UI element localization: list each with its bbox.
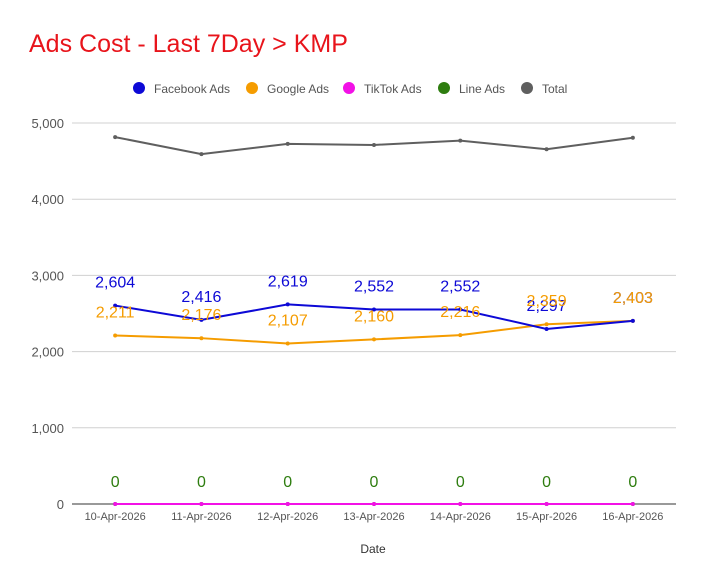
data-label: 2,552 — [440, 279, 480, 296]
y-tick-label: 0 — [57, 497, 64, 512]
y-tick-label: 4,000 — [31, 192, 64, 207]
legend-item-google-ads[interactable]: Google Ads — [246, 82, 329, 96]
data-point — [630, 502, 635, 506]
data-point — [372, 502, 376, 506]
data-label: 2,160 — [354, 308, 394, 325]
chart-title: Ads Cost - Last 7Day > KMP — [29, 30, 348, 58]
data-label: 2,176 — [181, 307, 221, 324]
data-labels: 2,604 2,416 2,619 2,552 2,552 2,297 2,403 2,211… — [95, 273, 653, 491]
legend-label: Line Ads — [459, 82, 505, 96]
data-point — [544, 322, 549, 327]
x-tick-label: 11-Apr-2026 — [171, 511, 231, 523]
legend-marker — [438, 82, 450, 94]
data-point — [458, 502, 463, 506]
data-label: 0 — [456, 474, 465, 491]
data-label: 0 — [370, 474, 379, 491]
data-point — [630, 318, 635, 323]
y-tick-label: 3,000 — [31, 268, 64, 283]
data-label: 2,552 — [354, 279, 394, 296]
data-point — [544, 502, 549, 506]
x-axis-ticks: 10-Apr-2026 11-Apr-2026 12-Apr-2026 13-Apr-… — [85, 511, 664, 523]
legend-marker — [343, 82, 355, 94]
data-point — [285, 302, 290, 307]
data-label: 2,619 — [268, 273, 308, 290]
data-label: 0 — [283, 474, 292, 491]
legend-item-line-ads[interactable]: Line Ads — [438, 82, 505, 96]
data-point — [199, 317, 204, 322]
data-point — [458, 307, 463, 312]
data-point — [372, 337, 376, 342]
legend-marker — [521, 82, 533, 94]
data-label: 2,216 — [440, 304, 480, 321]
data-point — [285, 502, 290, 506]
data-label: 2,416 — [181, 289, 221, 306]
data-point — [372, 142, 376, 147]
y-tick-label: 1,000 — [31, 421, 64, 436]
legend-item-tiktok-ads[interactable]: TikTok Ads — [343, 82, 422, 96]
legend-label: Facebook Ads — [154, 82, 230, 96]
x-tick-label: 16-Apr-2026 — [602, 511, 663, 523]
data-point — [285, 141, 290, 146]
data-label: 2,107 — [268, 312, 308, 329]
series-lines — [113, 135, 635, 506]
legend[interactable]: Facebook Ads Google Ads TikTok Ads Line Ads… — [133, 82, 567, 96]
data-label: 2,211 — [96, 305, 135, 322]
data-label: 2,403 — [613, 290, 653, 307]
legend-item-facebook-ads[interactable]: Facebook Ads — [133, 82, 230, 96]
data-label: 2,297 — [527, 298, 567, 315]
data-point — [544, 147, 549, 152]
data-point — [372, 307, 376, 312]
data-point — [285, 341, 290, 346]
data-label: 0 — [111, 474, 120, 491]
data-label: 2,403 — [613, 290, 653, 307]
y-tick-label: 2,000 — [31, 345, 64, 360]
x-tick-label: 15-Apr-2026 — [516, 511, 577, 523]
x-tick-label: 12-Apr-2026 — [257, 511, 318, 523]
x-tick-label: 13-Apr-2026 — [343, 511, 404, 523]
y-axis-ticks: 0 1,000 2,000 3,000 4,000 5,000 — [31, 116, 64, 512]
data-label: 0 — [197, 474, 206, 491]
legend-label: TikTok Ads — [364, 82, 422, 96]
legend-marker — [133, 82, 145, 94]
data-point — [113, 135, 118, 140]
y-tick-label: 5,000 — [31, 116, 64, 131]
data-point — [113, 303, 118, 308]
data-point — [199, 502, 204, 506]
data-point — [113, 333, 118, 338]
legend-label: Total — [542, 82, 567, 96]
x-tick-label: 10-Apr-2026 — [85, 511, 146, 523]
data-label: 0 — [628, 474, 637, 491]
x-axis-title: Date — [360, 542, 386, 556]
data-label: 2,359 — [527, 293, 567, 310]
data-label: 0 — [542, 474, 551, 491]
data-point — [113, 502, 118, 506]
data-point — [544, 326, 549, 331]
data-point — [199, 336, 204, 341]
data-point — [458, 333, 463, 338]
legend-label: Google Ads — [267, 82, 329, 96]
x-tick-label: 14-Apr-2026 — [430, 511, 491, 523]
legend-item-total[interactable]: Total — [521, 82, 567, 96]
data-point — [458, 138, 463, 143]
data-point — [630, 135, 635, 140]
legend-marker — [246, 82, 258, 94]
data-point — [199, 152, 204, 157]
data-label: 2,604 — [95, 275, 135, 292]
